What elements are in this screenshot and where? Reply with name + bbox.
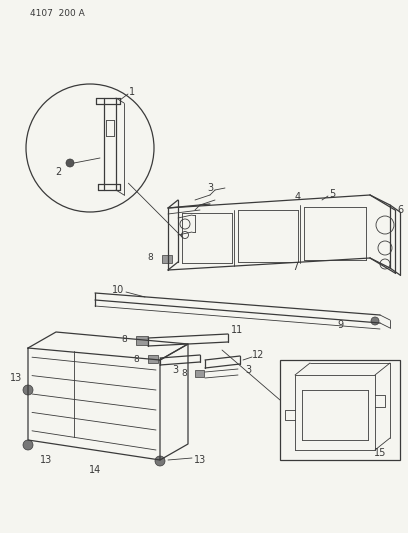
Circle shape — [66, 159, 74, 167]
Text: 3: 3 — [172, 365, 178, 375]
Circle shape — [23, 385, 33, 395]
Text: 13: 13 — [10, 373, 22, 383]
Text: 12: 12 — [252, 350, 264, 360]
Circle shape — [371, 317, 379, 325]
Bar — [162, 255, 172, 263]
Text: 3: 3 — [245, 365, 251, 375]
Text: 5: 5 — [329, 189, 335, 199]
Circle shape — [26, 84, 154, 212]
Bar — [195, 370, 204, 377]
Text: 3: 3 — [207, 183, 213, 193]
Bar — [148, 355, 158, 363]
Text: 6: 6 — [397, 205, 403, 215]
Text: 7: 7 — [292, 262, 298, 272]
Circle shape — [23, 440, 33, 450]
Text: 1: 1 — [129, 87, 135, 97]
Text: 14: 14 — [89, 465, 101, 475]
Text: 9: 9 — [337, 320, 343, 330]
Text: 8: 8 — [181, 369, 187, 378]
Text: 8: 8 — [121, 335, 127, 344]
Text: 8: 8 — [147, 254, 153, 262]
Circle shape — [155, 456, 165, 466]
Text: 4107  200 A: 4107 200 A — [30, 10, 85, 19]
Text: 15: 15 — [374, 448, 386, 458]
Bar — [280, 360, 400, 460]
Bar — [136, 336, 148, 345]
Text: 4: 4 — [295, 192, 301, 202]
Text: 13: 13 — [40, 455, 52, 465]
Text: 13: 13 — [194, 455, 206, 465]
Text: 11: 11 — [231, 325, 243, 335]
Text: 8: 8 — [133, 356, 139, 365]
Text: 2: 2 — [55, 167, 61, 177]
Text: 10: 10 — [112, 285, 124, 295]
